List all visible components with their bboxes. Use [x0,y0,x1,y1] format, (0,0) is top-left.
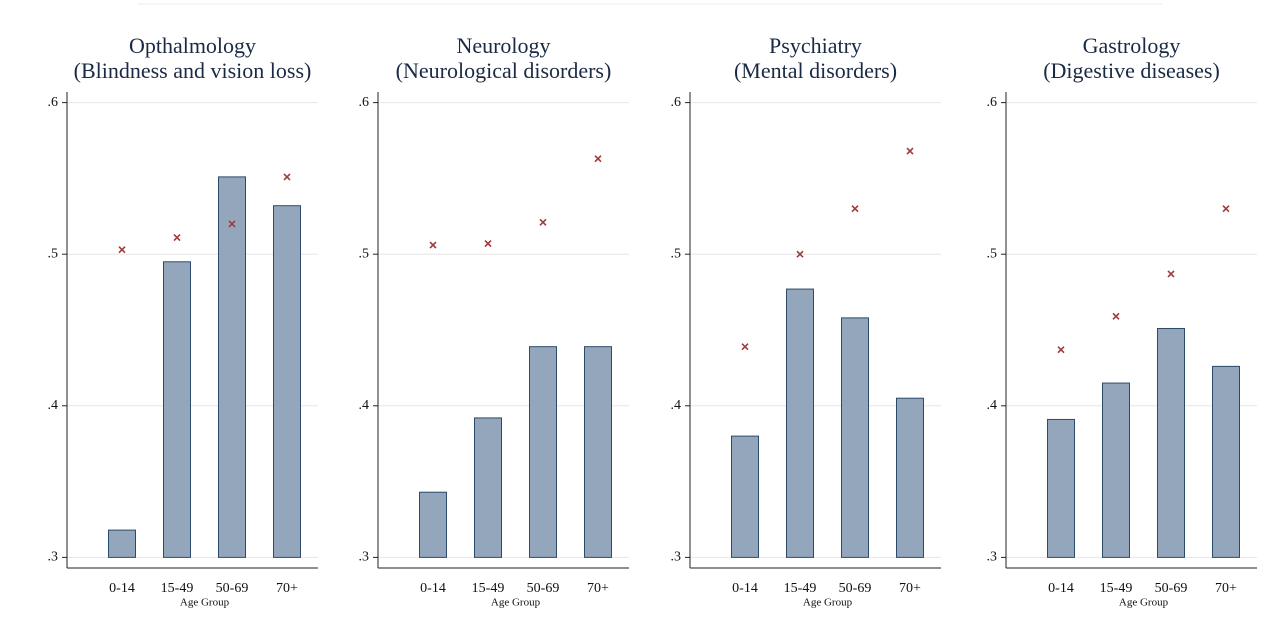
bar [163,261,191,558]
bar [1157,327,1185,558]
x-tick-label: 15-49 [472,581,505,596]
x-tick-label: 50-69 [1155,581,1188,596]
y-tick-label: .4 [987,398,998,413]
x-tick-label: 0-14 [109,581,135,596]
bar [786,288,814,558]
bar [1212,365,1240,558]
marker [594,155,602,163]
y-tick-label: .3 [48,550,59,565]
bar [529,346,557,558]
y-tick-label: .6 [48,95,59,110]
marker [1112,312,1120,320]
marker [796,250,804,258]
bar [273,205,301,558]
x-axis-label: Age Group [1119,597,1169,609]
marker [1222,205,1230,213]
x-tick-label: 0-14 [732,581,758,596]
x-tick-label: 50-69 [839,581,872,596]
y-tick-label: .3 [671,550,682,565]
bar [419,491,447,558]
y-tick-label: .4 [671,398,682,413]
marker [283,173,291,181]
bar [1102,382,1130,558]
x-tick-label: 70+ [276,581,298,596]
bar [1047,418,1075,558]
bar [218,176,246,558]
x-tick-label: 70+ [1215,581,1237,596]
marker [851,205,859,213]
chart-title: Gastrology [1083,33,1181,58]
bar [584,346,612,558]
y-tick-label: .5 [359,246,370,261]
x-tick-label: 15-49 [1100,581,1133,596]
marker [539,218,547,226]
bar [474,417,502,558]
x-tick-label: 15-49 [161,581,194,596]
x-tick-label: 0-14 [1048,581,1074,596]
chart-title: Psychiatry [769,33,862,58]
chart-title: (Neurological disorders) [396,58,612,83]
y-tick-label: .6 [671,95,682,110]
marker [741,343,749,351]
x-tick-label: 50-69 [527,581,560,596]
marker [906,147,914,155]
marker [1167,270,1175,278]
x-tick-label: 70+ [587,581,609,596]
x-axis-label: Age Group [803,597,853,609]
y-tick-label: .4 [359,398,370,413]
y-tick-label: .5 [48,246,59,261]
x-axis-label: Age Group [491,597,541,609]
bar [108,529,136,558]
y-tick-label: .3 [359,550,370,565]
y-tick-label: .5 [987,246,998,261]
bar [896,397,924,558]
chart-title: Neurology [456,33,550,58]
y-tick-label: .6 [987,95,998,110]
marker [228,220,236,228]
chart-title: (Blindness and vision loss) [74,58,312,83]
x-axis-label: Age Group [180,597,230,609]
marker [173,233,181,242]
marker [429,241,437,249]
x-tick-label: 15-49 [784,581,817,596]
chart-title: (Digestive diseases) [1043,58,1220,83]
chart-title: Opthalmology [129,33,256,58]
x-tick-label: 70+ [899,581,921,596]
y-tick-label: .4 [48,398,59,413]
y-tick-label: .6 [359,95,370,110]
bar [841,317,869,558]
marker [1057,346,1065,354]
x-tick-label: 50-69 [216,581,249,596]
bar [731,435,759,558]
x-tick-label: 0-14 [420,581,446,596]
y-tick-label: .5 [671,246,682,261]
y-tick-label: .3 [987,550,998,565]
marker [484,240,492,248]
marker [118,246,126,254]
chart-title: (Mental disorders) [734,58,897,83]
